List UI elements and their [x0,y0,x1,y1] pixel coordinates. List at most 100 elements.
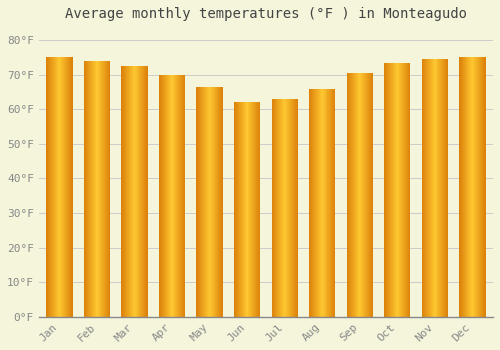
Bar [325,89,326,317]
Bar [384,63,385,317]
Bar [135,66,136,317]
Bar [326,89,327,317]
Bar [161,75,162,317]
Bar [390,63,391,317]
Bar [258,102,259,317]
Bar [423,59,424,317]
Bar [183,75,184,317]
Bar [394,63,396,317]
Bar [323,89,324,317]
Bar [328,89,329,317]
Bar [197,87,198,317]
Bar [404,63,405,317]
Bar [309,89,310,317]
Bar [314,89,315,317]
Bar [422,59,423,317]
Bar [468,57,469,317]
Bar [316,89,317,317]
Bar [145,66,146,317]
Bar [89,61,90,317]
Bar [88,61,89,317]
Bar [104,61,105,317]
Bar [178,75,180,317]
Bar [47,57,48,317]
Bar [278,99,279,317]
Bar [461,57,462,317]
Bar [360,73,361,317]
Bar [469,57,470,317]
Bar [140,66,141,317]
Bar [475,57,476,317]
Bar [46,57,47,317]
Bar [424,59,425,317]
Bar [364,73,365,317]
Bar [56,57,57,317]
Bar [391,63,392,317]
Bar [441,59,442,317]
Bar [432,59,433,317]
Bar [470,57,471,317]
Bar [253,102,254,317]
Bar [57,57,58,317]
Bar [95,61,96,317]
Bar [428,59,429,317]
Bar [402,63,403,317]
Bar [198,87,199,317]
Bar [236,102,238,317]
Bar [97,61,98,317]
Bar [482,57,483,317]
Bar [274,99,275,317]
Bar [392,63,394,317]
Bar [164,75,165,317]
Bar [440,59,441,317]
Bar [137,66,138,317]
Bar [430,59,431,317]
Bar [292,99,293,317]
Bar [315,89,316,317]
Bar [350,73,351,317]
Bar [212,87,213,317]
Bar [353,73,354,317]
Bar [246,102,247,317]
Bar [196,87,197,317]
Bar [400,63,402,317]
Bar [234,102,236,317]
Bar [464,57,465,317]
Bar [279,99,280,317]
Bar [365,73,366,317]
Bar [466,57,467,317]
Bar [60,57,61,317]
Bar [109,61,110,317]
Bar [182,75,183,317]
Bar [296,99,297,317]
Bar [91,61,92,317]
Bar [209,87,210,317]
Bar [59,57,60,317]
Bar [51,57,52,317]
Bar [219,87,220,317]
Bar [463,57,464,317]
Bar [106,61,107,317]
Bar [474,57,475,317]
Bar [220,87,221,317]
Bar [254,102,255,317]
Bar [321,89,322,317]
Bar [84,61,85,317]
Bar [277,99,278,317]
Bar [355,73,356,317]
Bar [318,89,319,317]
Bar [408,63,409,317]
Bar [439,59,440,317]
Bar [362,73,363,317]
Bar [68,57,70,317]
Bar [222,87,223,317]
Bar [86,61,87,317]
Bar [436,59,437,317]
Bar [251,102,252,317]
Bar [136,66,137,317]
Bar [144,66,145,317]
Bar [101,61,102,317]
Bar [286,99,288,317]
Bar [320,89,321,317]
Bar [213,87,214,317]
